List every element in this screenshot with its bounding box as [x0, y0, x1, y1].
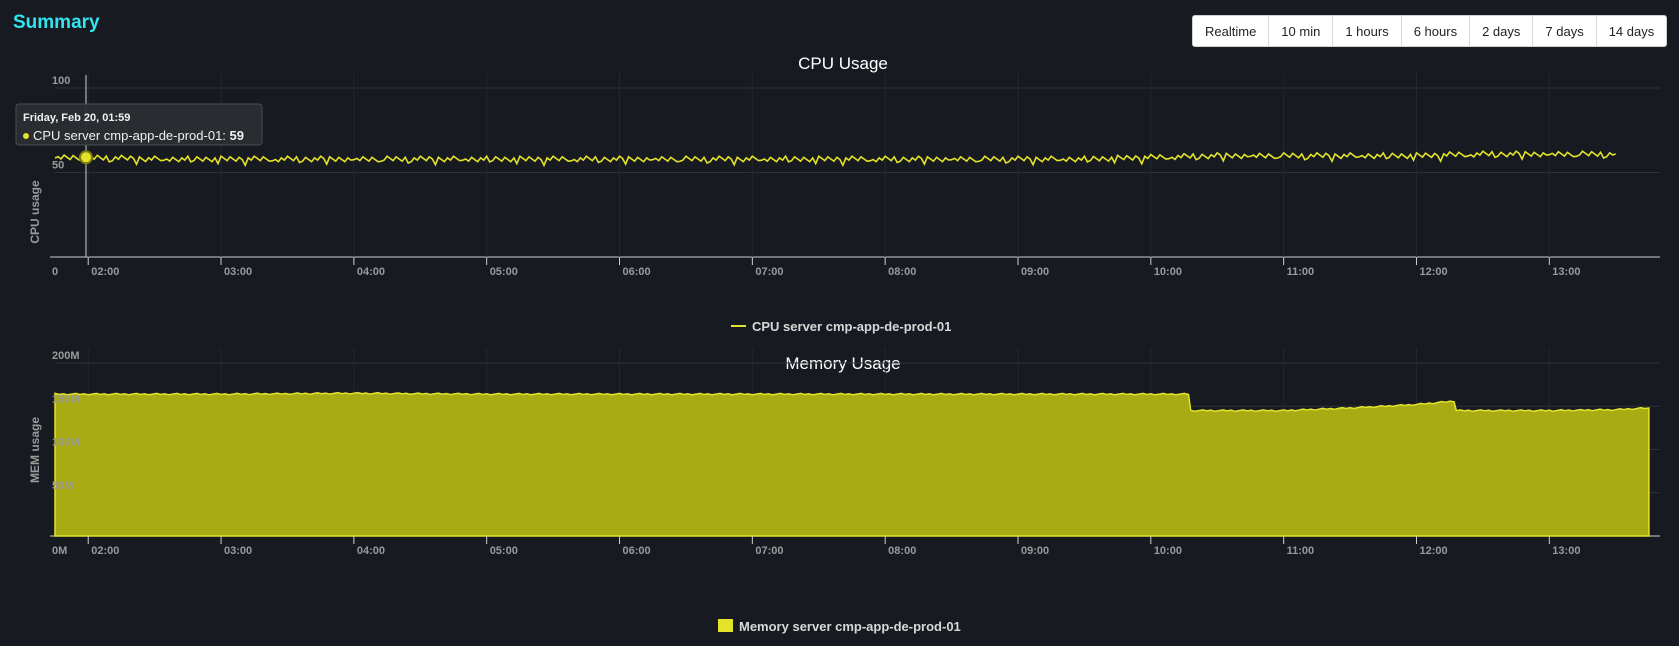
cpu-legend-item[interactable]: CPU server cmp-app-de-prod-01	[731, 319, 951, 334]
cpu-y-ticks: 0 50 100	[52, 75, 70, 278]
x-tick-label: 05:00	[490, 545, 518, 557]
mem-series-area	[54, 391, 1650, 537]
mem-x-ticks: 02:00 03:00 04:00 05:00 06:00 07:00 08:00 09:00…	[87, 536, 1580, 557]
y-tick-label: 100M	[52, 437, 80, 449]
x-tick-label: 03:00	[224, 266, 252, 278]
cpu-grid	[50, 73, 1660, 258]
cpu-y-axis-label: CPU usage	[28, 180, 42, 244]
cpu-x-ticks: 02:00 03:00 04:00 05:00 06:00 07:00 08:00 09:00…	[87, 257, 1580, 278]
range-14days-button[interactable]: 14 days	[1596, 16, 1667, 46]
cpu-usage-chart: CPU Usage CPU usage 0 50 100 02:00 03:00 04:…	[15, 54, 1660, 334]
x-tick-label: 13:00	[1552, 266, 1580, 278]
mem-y-ticks: 0M 50M 100M 150M 200M	[52, 350, 80, 557]
x-tick-label: 09:00	[1021, 266, 1049, 278]
y-tick-label: 50	[52, 160, 64, 172]
x-tick-label: 10:00	[1154, 266, 1182, 278]
y-tick-label: 0M	[52, 545, 67, 557]
range-7days-button[interactable]: 7 days	[1533, 16, 1597, 46]
mem-y-axis-label: MEM usage	[28, 417, 42, 483]
x-tick-label: 02:00	[91, 545, 119, 557]
cpu-chart-title: CPU Usage	[798, 54, 888, 73]
x-tick-label: 07:00	[755, 266, 783, 278]
cpu-tooltip: Friday, Feb 20, 01:59 CPU server cmp-app…	[15, 103, 263, 146]
cpu-tooltip-marker	[23, 133, 29, 139]
y-tick-label: 50M	[52, 480, 73, 492]
cpu-tooltip-value: 59	[230, 128, 244, 143]
range-6hours-button[interactable]: 6 hours	[1401, 16, 1471, 46]
time-range-selector: Realtime 10 min 1 hours 6 hours 2 days 7…	[1192, 15, 1668, 47]
cpu-legend-label: CPU server cmp-app-de-prod-01	[752, 319, 951, 334]
x-tick-label: 06:00	[623, 266, 651, 278]
x-tick-label: 10:00	[1154, 545, 1182, 557]
range-2days-button[interactable]: 2 days	[1470, 16, 1534, 46]
x-tick-label: 13:00	[1552, 545, 1580, 557]
x-tick-label: 11:00	[1287, 266, 1315, 278]
mem-legend-swatch	[718, 619, 733, 632]
cpu-hover-point	[78, 150, 93, 165]
x-tick-label: 07:00	[755, 545, 783, 557]
memory-usage-chart: Memory Usage MEM usage 0M50M100M150M200M…	[28, 348, 1660, 634]
y-tick-label: 150M	[52, 393, 80, 405]
x-tick-label: 12:00	[1419, 545, 1447, 557]
x-tick-label: 09:00	[1021, 545, 1049, 557]
y-tick-label: 100	[52, 75, 70, 87]
x-tick-label: 11:00	[1287, 545, 1315, 557]
x-tick-label: 04:00	[357, 545, 385, 557]
cpu-series-line	[54, 150, 1616, 168]
x-tick-label: 12:00	[1419, 266, 1447, 278]
cpu-tooltip-series: CPU server cmp-app-de-prod-01:	[33, 128, 226, 143]
mem-legend-label: Memory server cmp-app-de-prod-01	[739, 619, 961, 634]
cpu-tooltip-line: CPU server cmp-app-de-prod-01: 59	[33, 128, 244, 143]
range-10min-button[interactable]: 10 min	[1269, 16, 1334, 46]
cpu-tooltip-date: Friday, Feb 20, 01:59	[23, 112, 130, 124]
range-realtime-button[interactable]: Realtime	[1193, 16, 1270, 46]
y-tick-label: 0	[52, 266, 58, 278]
x-tick-label: 08:00	[888, 266, 916, 278]
x-tick-label: 03:00	[224, 545, 252, 557]
x-tick-label: 04:00	[357, 266, 385, 278]
x-tick-label: 08:00	[888, 545, 916, 557]
y-tick-label: 200M	[52, 350, 80, 362]
range-1hours-button[interactable]: 1 hours	[1333, 16, 1402, 46]
x-tick-label: 06:00	[623, 545, 651, 557]
page-title: Summary	[13, 12, 100, 33]
mem-legend-item[interactable]: Memory server cmp-app-de-prod-01	[718, 619, 961, 634]
x-tick-label: 05:00	[490, 266, 518, 278]
x-tick-label: 02:00	[91, 266, 119, 278]
